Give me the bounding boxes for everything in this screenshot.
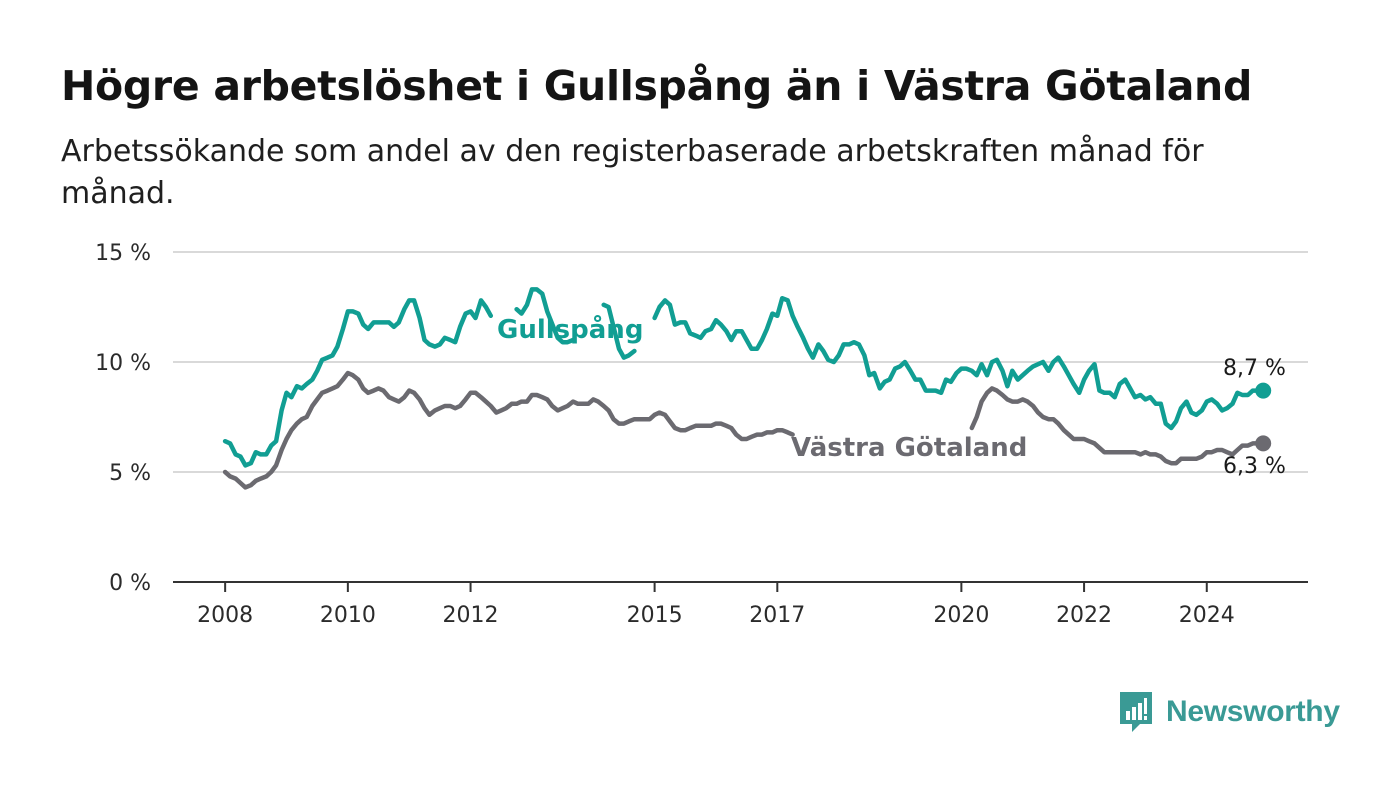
series-line-gullspang <box>222 298 494 468</box>
chart-subtitle: Arbetssökande som andel av den registerb… <box>61 134 1204 211</box>
end-label-vastra-gotaland: 6,3 % <box>1223 454 1286 479</box>
x-tick-label: 2022 <box>1056 603 1112 628</box>
x-tick-label: 2008 <box>197 603 253 628</box>
y-tick-label: 15 % <box>95 241 151 266</box>
x-tick-label: 2010 <box>320 603 376 628</box>
x-tick-label: 2024 <box>1179 603 1235 628</box>
x-tick-label: 2017 <box>749 603 805 628</box>
series-label-gullspang: Gullspång <box>497 313 643 345</box>
series-layer <box>222 287 1272 490</box>
end-point-vastra-gotaland <box>1255 435 1272 452</box>
series-label-vastra-gotaland: Västra Götaland <box>791 433 1027 463</box>
newsworthy-logo-icon <box>1120 692 1152 732</box>
series-line-vastra-gotaland <box>969 386 1266 466</box>
series-line-gullspang <box>601 302 637 360</box>
x-axis: 2008 2010 2012 2015 2017 2020 2022 2024 <box>197 582 1235 628</box>
y-tick-label: 10 % <box>95 351 151 376</box>
series-line-gullspang <box>652 295 1266 431</box>
series-gullspang <box>222 287 1272 468</box>
end-label-gullspang: 8,7 % <box>1223 356 1286 381</box>
y-axis: 0 % 5 % 10 % 15 % <box>95 241 151 596</box>
series-line-gullspang <box>514 287 576 345</box>
brand-name: Newsworthy <box>1166 695 1340 728</box>
x-tick-label: 2020 <box>933 603 989 628</box>
chart-title: Högre arbetslöshet i Gullspång än i Väst… <box>61 62 1252 110</box>
series-vastra-gotaland <box>222 370 1272 490</box>
x-tick-label: 2015 <box>627 603 683 628</box>
newsworthy-logo: Newsworthy <box>1118 690 1340 734</box>
x-tick-label: 2012 <box>443 603 499 628</box>
label-layer: Gullspång Västra Götaland 8,7 % 6,3 % <box>497 313 1286 479</box>
y-tick-label: 0 % <box>109 571 151 596</box>
grid-layer <box>173 251 1308 583</box>
end-point-gullspang <box>1255 382 1272 399</box>
series-line-vastra-gotaland <box>222 370 795 490</box>
y-tick-label: 5 % <box>109 461 151 486</box>
